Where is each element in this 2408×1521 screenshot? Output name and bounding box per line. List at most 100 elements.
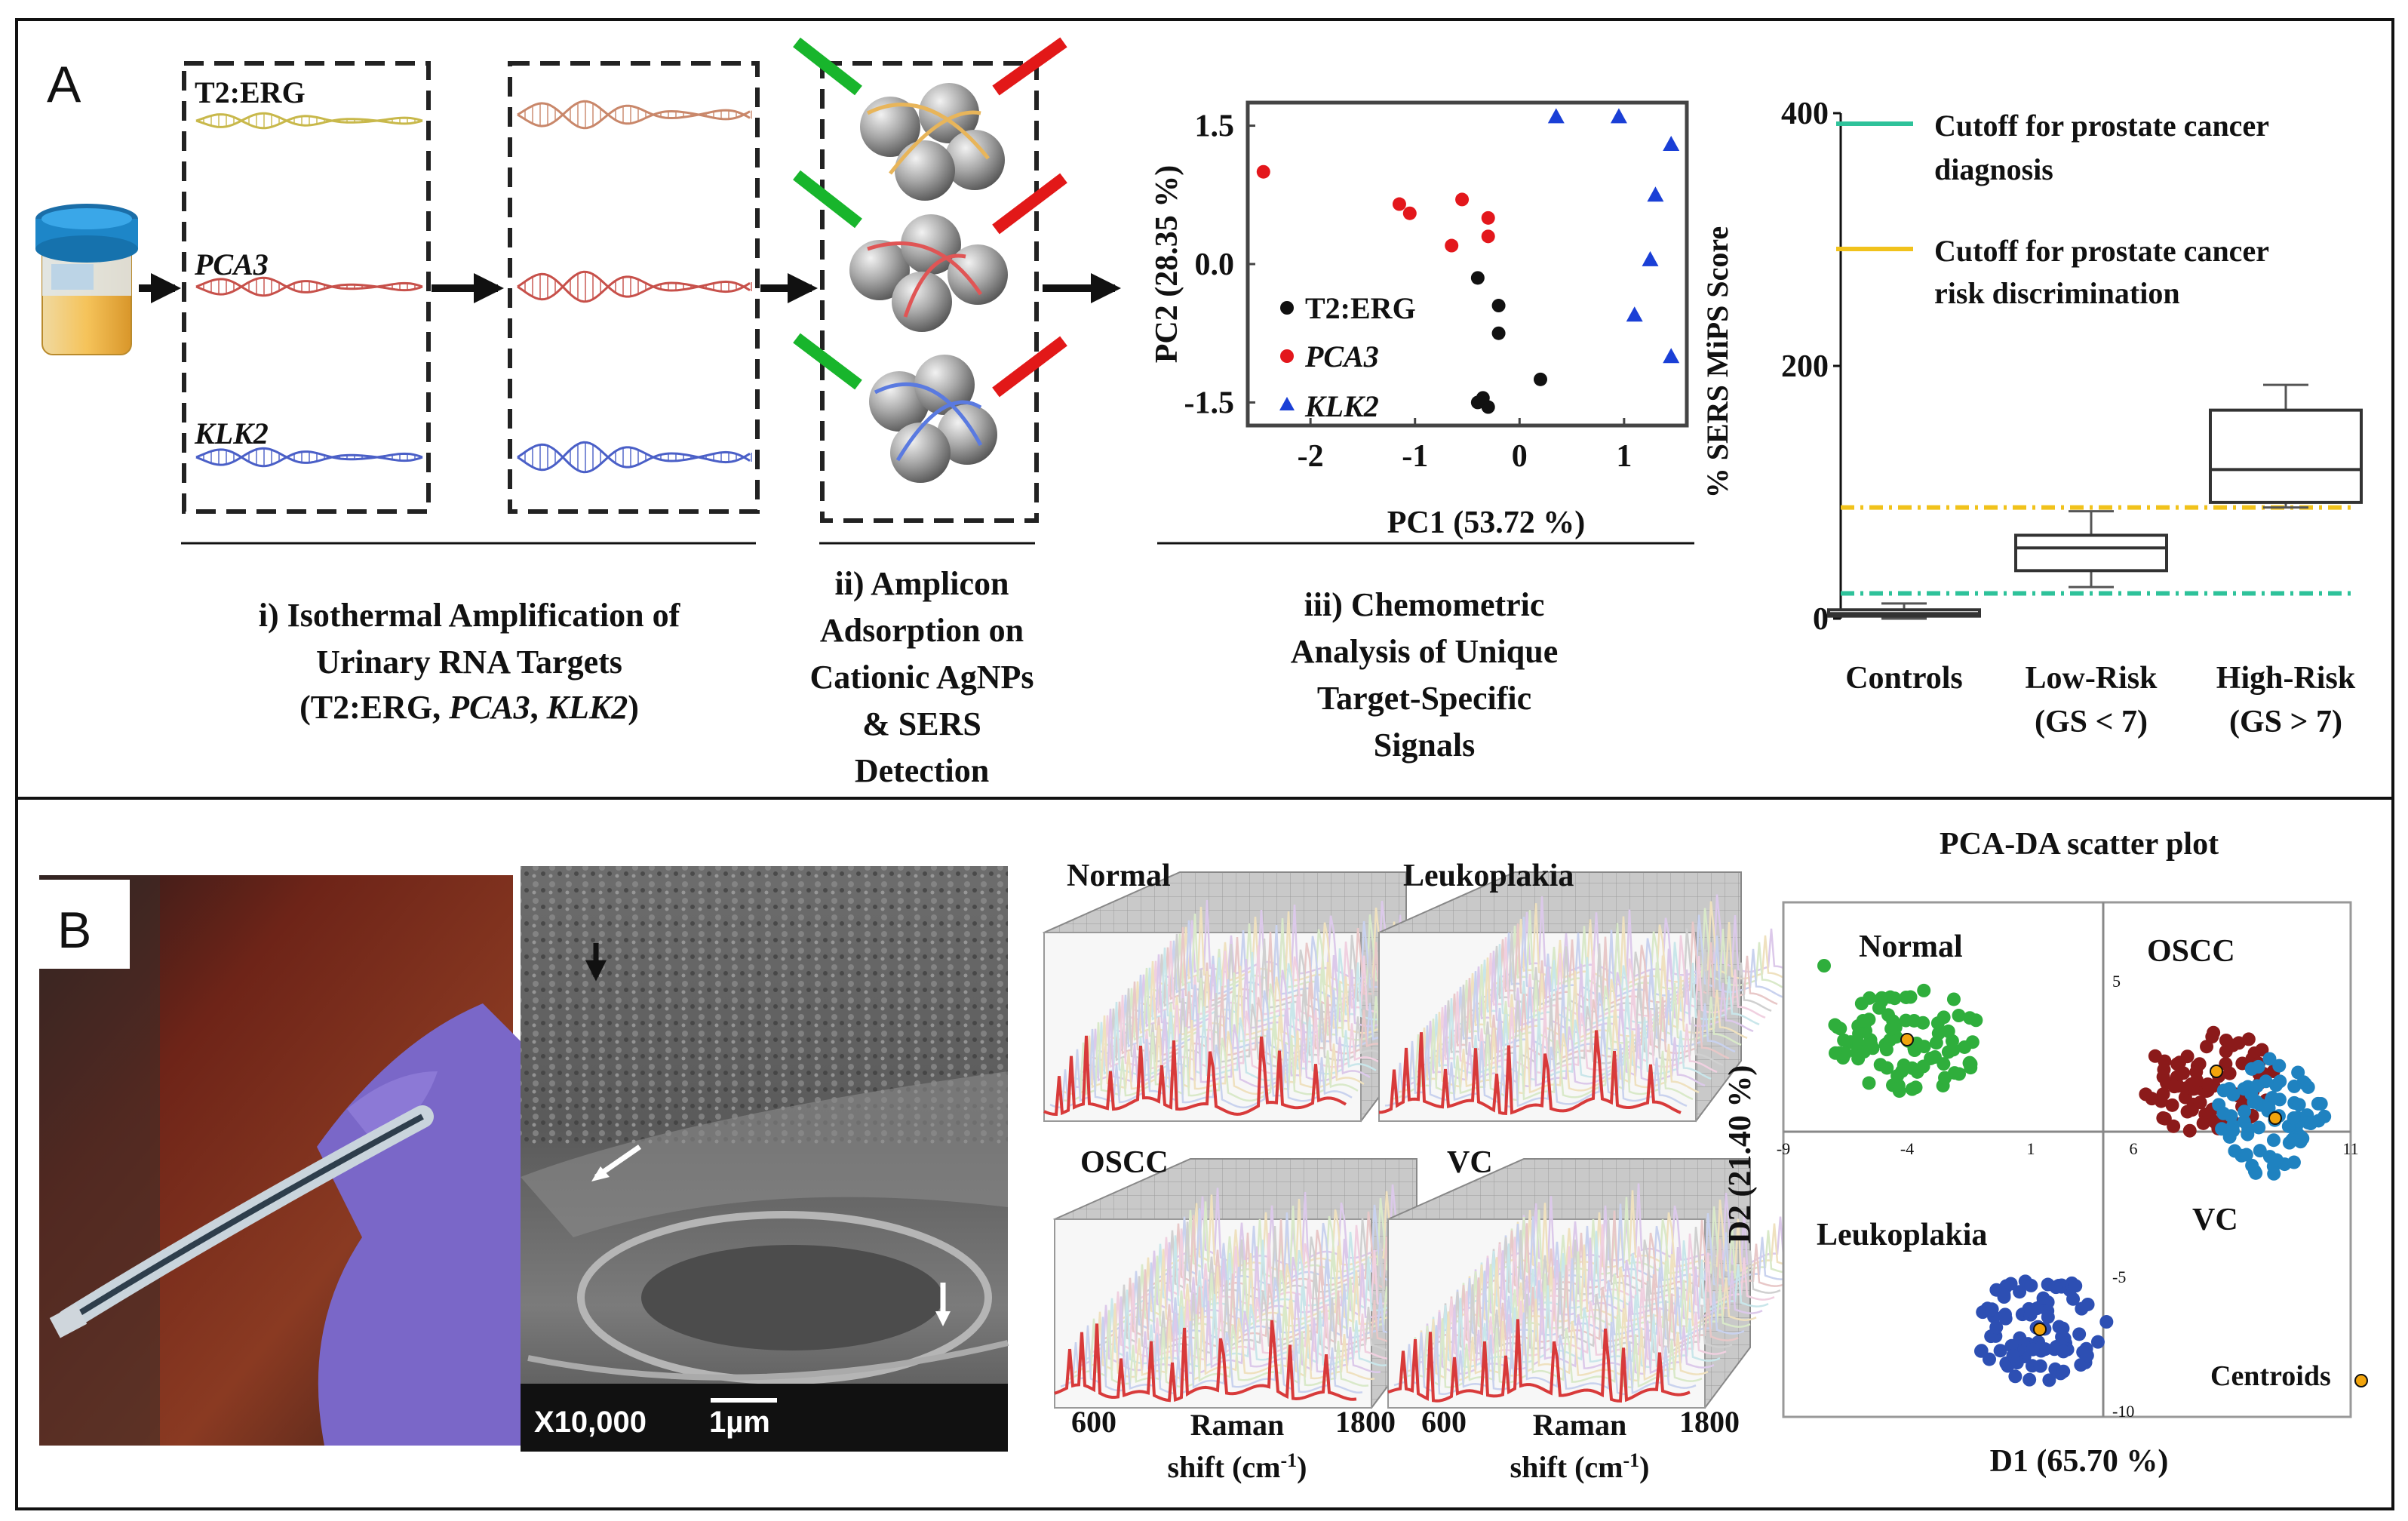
- pca-point-t2erg: [1470, 271, 1485, 285]
- pcada-point-normal: [1892, 1084, 1906, 1098]
- dna-strand: [517, 443, 751, 474]
- spectra-xtick-600-left: 600: [1071, 1405, 1116, 1439]
- agnp-box: [820, 61, 1039, 523]
- pcada-point-vc: [2287, 1111, 2301, 1125]
- pcada-point-vc: [2238, 1105, 2252, 1119]
- pcada-point-normal: [1856, 1013, 1870, 1028]
- dna-strand: [517, 441, 751, 472]
- pcada-label-leukoplakia: Leukoplakia: [1817, 1218, 1987, 1252]
- pcada-xtick-label: -4: [1900, 1139, 1914, 1158]
- panel-b-frame: [15, 797, 2394, 1510]
- amplicon-label-klk2: KLK2: [194, 416, 269, 450]
- sem-magnification: X10,000: [534, 1406, 647, 1439]
- spectra-xtick-1800-right: 1800: [1679, 1405, 1740, 1439]
- pcada-point-oscc: [2173, 1055, 2187, 1070]
- pcada-point-oscc: [2200, 1040, 2214, 1054]
- step3-caption: iii) Chemometric Analysis of Unique Targ…: [1291, 586, 1559, 764]
- pca-legend-marker-t2erg: [1280, 301, 1294, 315]
- pcada-point-normal: [1945, 1034, 1959, 1048]
- pca-point-klk2: [1610, 108, 1627, 124]
- pcada-point-leukoplakia: [2081, 1297, 2095, 1311]
- pcada-point-vc: [2287, 1155, 2301, 1169]
- pcada-point-leukoplakia: [2042, 1373, 2056, 1387]
- svg-text:i) Isothermal Amplification of: i) Isothermal Amplification of: [259, 597, 681, 634]
- pca-ytick-label: 0.0: [1195, 247, 1235, 282]
- pca-xtick-label: -2: [1298, 439, 1324, 474]
- panel-a-label: A: [47, 56, 81, 113]
- box-iqr: [2014, 533, 2168, 573]
- pcada-xtick-label: -9: [1777, 1139, 1790, 1158]
- amplification-box-2: [508, 61, 760, 514]
- pcada-point-oscc: [2158, 1054, 2172, 1068]
- pcada-point-normal: [1862, 1076, 1876, 1090]
- pcada-point-vc: [2241, 1127, 2255, 1142]
- pcada-point-normal: [1881, 1008, 1896, 1022]
- laser-beams: [793, 37, 1067, 398]
- pcada-centroid: [2033, 1323, 2047, 1336]
- pcada-point-leukoplakia: [1989, 1320, 2004, 1335]
- pca-point-klk2: [1642, 250, 1659, 266]
- pcada-xlabel: D1 (65.70 %): [1990, 1444, 2169, 1479]
- spectrum-front: [1378, 1030, 1682, 1116]
- box-category-label: Controls: [1845, 661, 1963, 696]
- pcada-point-vc: [2249, 1166, 2263, 1180]
- pca-legend-marker-pca3: [1280, 349, 1294, 363]
- svg-text:Adsorption on: Adsorption on: [820, 612, 1024, 649]
- box-ticks: 0 200 400: [1781, 97, 1841, 637]
- pcada-point-normal: [1917, 1040, 1931, 1054]
- box-category-label: High-Risk: [2216, 661, 2356, 696]
- pcada-point-vc: [2228, 1144, 2242, 1158]
- svg-text:Urinary RNA Targets: Urinary RNA Targets: [316, 644, 622, 681]
- pcada-point-vc: [2266, 1133, 2281, 1148]
- pcada-point-oscc: [2165, 1098, 2179, 1112]
- pcada-ytick-label: -5: [2112, 1268, 2126, 1286]
- pcada-point-vc: [2317, 1109, 2332, 1123]
- box-legend-risk-line1: Cutoff for prostate cancer: [1934, 234, 2269, 268]
- pca-legend-klk2: KLK2: [1304, 389, 1379, 423]
- spectrum-front: [1387, 1319, 1691, 1403]
- agnp-cluster-pca3: [849, 214, 1008, 332]
- pcada-point-normal: [1837, 1033, 1851, 1047]
- pcada-point-oscc: [2154, 1094, 2168, 1108]
- pcada-point-leukoplakia: [2036, 1291, 2050, 1305]
- pcada-centroid-legend-marker: [2354, 1374, 2368, 1387]
- pcada-point-normal: [1838, 1046, 1853, 1061]
- pcada-point-oscc: [2167, 1119, 2181, 1133]
- pca-ytick-label: -1.5: [1184, 386, 1235, 420]
- pcada-point-leukoplakia: [2013, 1331, 2027, 1345]
- spectra-title-oscc: OSCC: [1080, 1145, 1169, 1180]
- box-category-label: (GS < 7): [2035, 705, 2148, 739]
- pcada-point-normal: [1963, 1011, 1977, 1025]
- box-ytick-label: 0: [1813, 602, 1829, 637]
- pcada-point-leukoplakia: [2024, 1304, 2038, 1319]
- box-plot: 0 200 400 Controls Low-Risk (GS < 7) High-Ris…: [1700, 97, 2363, 739]
- pcada-centroid: [2268, 1111, 2282, 1125]
- pcada-point-vc: [2296, 1131, 2310, 1145]
- pcada-point-normal: [1909, 1080, 1923, 1095]
- pcada-ticks: -9 -4 1 6 11 5 -5 -10: [1777, 972, 2359, 1421]
- amplicon-label-pca3: PCA3: [194, 247, 269, 281]
- pcada-point-vc: [2253, 1144, 2267, 1158]
- box-legend-diag-line2: diagnosis: [1934, 152, 2053, 186]
- dna-strand: [517, 100, 751, 128]
- step1-caption: i) Isothermal Amplification of Urinary R…: [259, 597, 681, 726]
- pcada-point-oscc: [2189, 1065, 2204, 1079]
- pcada-point-normal: [1828, 1046, 1842, 1060]
- box-category-label: (GS > 7): [2229, 705, 2342, 739]
- svg-text:ii) Amplicon: ii) Amplicon: [834, 565, 1009, 602]
- pca-legend: T2:ERG PCA3 KLK2: [1279, 291, 1416, 423]
- pcada-point-vc: [2252, 1120, 2266, 1135]
- svg-text:& SERS: & SERS: [862, 705, 981, 742]
- dna-strand: [517, 102, 751, 130]
- pcada-point-vc: [2249, 1095, 2263, 1109]
- spectrum: [1060, 1313, 1363, 1395]
- pcada-point-normal: [1884, 1022, 1899, 1036]
- pcada-point-leukoplakia: [2066, 1292, 2081, 1306]
- pca-scatter-plot: -2 -1 0 1 1.5 0.0 -1.5 PC1 (53.72 %) PC2 (28.3…: [1150, 100, 1689, 540]
- pca-xtick-label: 1: [1616, 439, 1632, 474]
- pcada-point-oscc: [2185, 1103, 2199, 1117]
- pcada-points: [1828, 983, 2332, 1387]
- pcada-point-normal: [1946, 992, 1961, 1006]
- pcada-point-leukoplakia: [2041, 1277, 2055, 1292]
- pcada-point-leukoplakia: [1993, 1344, 2007, 1358]
